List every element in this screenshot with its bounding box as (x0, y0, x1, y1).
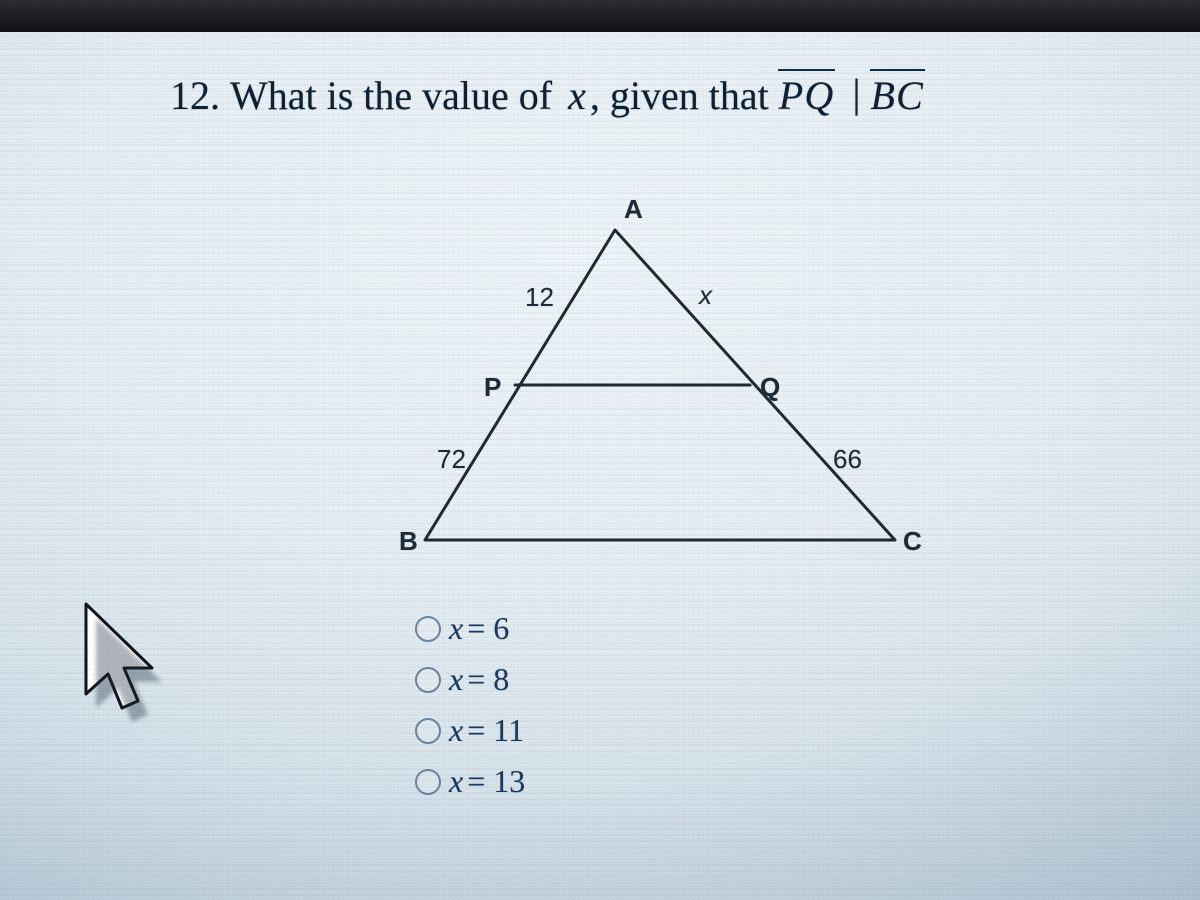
choice-eq: = (467, 610, 485, 646)
label-A: A (624, 194, 643, 225)
value-AQ: x (699, 280, 712, 311)
choice-var: x (449, 610, 463, 646)
question-mid: , given that (590, 73, 769, 118)
answer-choice-0[interactable]: x= 6 (415, 610, 525, 647)
answer-choice-2[interactable]: x= 11 (415, 712, 525, 749)
choice-eq: = (467, 763, 485, 799)
label-B: B (399, 526, 418, 557)
radio-icon[interactable] (415, 667, 441, 693)
choice-value: 6 (493, 610, 509, 646)
label-P: P (484, 372, 501, 403)
choice-label: x= 13 (449, 763, 525, 800)
screenshot-surface: 12.What is the value of x, given that PQ… (0, 0, 1200, 900)
radio-icon[interactable] (415, 769, 441, 795)
answer-choice-group: x= 6 x= 8 x= 11 x= 13 (415, 610, 525, 814)
choice-label: x= 6 (449, 610, 509, 647)
choice-value: 11 (493, 712, 524, 748)
choice-label: x= 11 (449, 712, 524, 749)
window-titlebar (0, 0, 1200, 32)
value-AP: 12 (525, 282, 554, 313)
segment-pq: PQ (779, 68, 835, 118)
value-QC: 66 (833, 444, 862, 475)
mouse-cursor-icon (80, 600, 164, 730)
triangle-figure: A B C P Q 12 x 72 66 (365, 200, 935, 580)
question-var: x (568, 73, 586, 118)
choice-label: x= 8 (449, 661, 509, 698)
question-prefix: What is the value of (230, 73, 552, 118)
choice-eq: = (467, 712, 485, 748)
question-text: 12.What is the value of x, given that PQ… (170, 72, 1140, 120)
radio-icon[interactable] (415, 616, 441, 642)
choice-var: x (449, 763, 463, 799)
label-Q: Q (760, 372, 780, 403)
question-number: 12. (170, 73, 220, 118)
choice-var: x (449, 712, 463, 748)
value-PB: 72 (437, 444, 466, 475)
triangle-svg (365, 200, 935, 580)
choice-value: 13 (493, 763, 525, 799)
choice-var: x (449, 661, 463, 697)
choice-value: 8 (493, 661, 509, 697)
label-C: C (903, 526, 922, 557)
choice-eq: = (467, 661, 485, 697)
radio-icon[interactable] (415, 718, 441, 744)
answer-choice-3[interactable]: x= 13 (415, 763, 525, 800)
segment-bc: BC (870, 68, 924, 118)
answer-choice-1[interactable]: x= 8 (415, 661, 525, 698)
